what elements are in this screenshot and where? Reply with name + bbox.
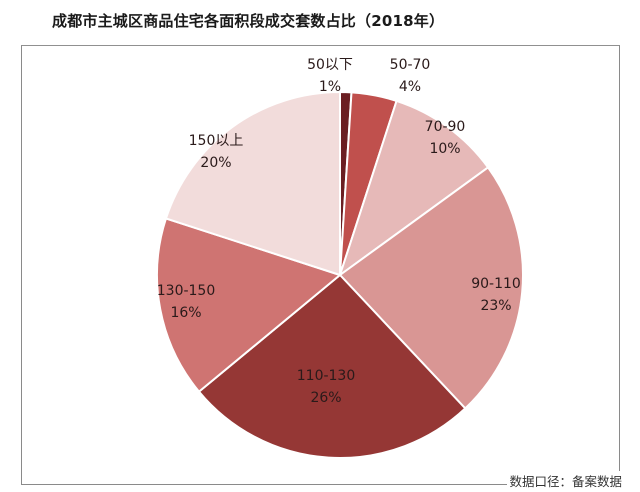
pie-slice-150以上	[164, 90, 341, 277]
slice-label-under-50: 50以下 1%	[307, 57, 353, 95]
pie-slices	[156, 90, 524, 459]
slice-label-130-150: 130-150 16%	[156, 283, 216, 321]
pie-slice-70-90	[338, 99, 490, 278]
pie-slice-110-130	[197, 273, 467, 459]
slice-label-50-70: 50-70 4%	[389, 57, 431, 95]
slice-label-150-plus: 150以上 20%	[188, 133, 244, 171]
slice-label-90-110: 90-110 23%	[471, 276, 521, 314]
pie-slice-130-150	[156, 217, 343, 394]
slice-label-70-90: 70-90 10%	[424, 119, 466, 157]
slice-label-110-130: 110-130 26%	[296, 368, 356, 406]
chart-title: 成都市主城区商品住宅各面积段成交套数占比（2018年）	[52, 12, 445, 30]
data-source-note: 数据口径：备案数据	[507, 471, 624, 490]
pie-slice-90-110	[338, 166, 524, 410]
